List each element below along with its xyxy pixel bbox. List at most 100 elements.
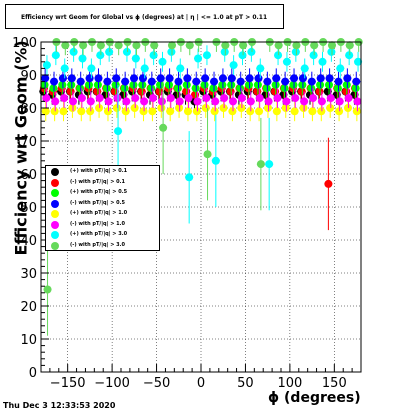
data-point [262, 84, 271, 93]
data-point [164, 80, 173, 89]
y-tick-label: 60 [20, 168, 37, 183]
data-point [138, 80, 147, 89]
data-point [105, 47, 114, 56]
data-point [221, 41, 230, 50]
data-point [324, 179, 333, 188]
data-point [280, 84, 289, 93]
data-point [69, 97, 78, 106]
data-point [334, 77, 343, 86]
data-point [114, 127, 123, 136]
legend-label: (-) with pT/|q| > 0.5 [70, 199, 125, 206]
timestamp: Thu Dec 3 12:33:53 2020 [3, 401, 116, 410]
legend-entry: (-) with pT/|q| > 0.5 [46, 198, 159, 209]
y-tick-label: 10 [20, 333, 37, 348]
data-point [281, 77, 290, 86]
data-point [227, 80, 236, 89]
data-point [131, 94, 140, 103]
data-point [132, 41, 141, 50]
data-point [300, 97, 309, 106]
data-point [332, 90, 341, 99]
data-point [290, 74, 299, 83]
data-point [352, 77, 361, 86]
y-tick-label: 30 [20, 267, 37, 282]
data-point [336, 64, 345, 73]
data-point [209, 84, 218, 93]
data-point [194, 54, 203, 63]
data-point [201, 74, 210, 83]
data-point [121, 77, 130, 86]
data-point [184, 94, 193, 103]
legend-marker [51, 199, 59, 208]
legend-marker [51, 189, 59, 197]
legend-marker [51, 178, 59, 187]
legend-entry: (+) with pT/|q| > 3.0 [46, 229, 159, 240]
data-point [156, 80, 165, 89]
data-point [176, 64, 185, 73]
data-point [323, 87, 332, 96]
data-point [246, 107, 255, 116]
legend-label: (+) with pT/|q| > 0.1 [70, 168, 128, 174]
x-tick-label: −100 [94, 376, 130, 391]
data-point [211, 156, 220, 165]
data-point [95, 104, 104, 112]
data-point [353, 97, 362, 106]
data-point [200, 80, 209, 89]
data-point [140, 64, 149, 73]
data-point [298, 80, 307, 89]
data-point [218, 74, 227, 83]
data-point [175, 104, 184, 112]
data-point [104, 97, 113, 106]
data-point [96, 51, 105, 60]
data-point [201, 104, 210, 112]
data-point [41, 74, 50, 83]
data-point [183, 107, 192, 116]
data-point [156, 74, 165, 83]
data-point [158, 57, 167, 66]
data-point [112, 74, 121, 83]
legend: (+) with pT/|q| > 0.1 (-) with pT/|q| > … [45, 165, 160, 251]
data-point [183, 74, 192, 83]
data-point [237, 94, 246, 103]
data-point [149, 94, 158, 103]
data-point [327, 41, 336, 50]
data-point [172, 90, 181, 99]
data-point [282, 97, 291, 106]
data-point [218, 80, 227, 89]
data-point [77, 107, 86, 116]
data-point [345, 51, 354, 60]
data-point [202, 51, 211, 60]
data-point [261, 90, 270, 99]
data-point [281, 104, 290, 112]
legend-label: (+) with pT/|q| > 3.0 [70, 231, 128, 237]
data-point [272, 74, 281, 83]
data-point [335, 97, 344, 106]
data-point [308, 107, 317, 116]
data-point [333, 84, 342, 93]
data-point [255, 94, 264, 103]
data-point [309, 94, 318, 103]
data-point [59, 107, 68, 116]
data-point [227, 74, 236, 83]
data-points [39, 38, 363, 336]
data-point [272, 107, 281, 116]
data-point [350, 90, 359, 99]
chart-title: Efficiency wrt Geom for Global vs ϕ (deg… [21, 14, 268, 21]
data-point [342, 80, 351, 89]
data-point [130, 74, 139, 83]
data-point [147, 77, 156, 86]
data-point [239, 41, 248, 50]
legend-entry: (+) with pT/|q| > 1.0 [46, 208, 159, 219]
data-point [326, 104, 335, 112]
legend-entry: (+) with pT/|q| > 0.1 [46, 166, 159, 177]
data-point [103, 107, 112, 116]
legend-label: (-) with pT/|q| > 3.0 [70, 241, 125, 248]
data-point [324, 80, 333, 89]
data-point [42, 94, 51, 103]
data-point [279, 90, 288, 99]
data-point [95, 94, 104, 103]
data-point [265, 160, 274, 169]
data-point [174, 77, 183, 86]
data-point [42, 61, 51, 70]
y-axis-label: Efficiency wrt Geom (%) [11, 40, 31, 256]
